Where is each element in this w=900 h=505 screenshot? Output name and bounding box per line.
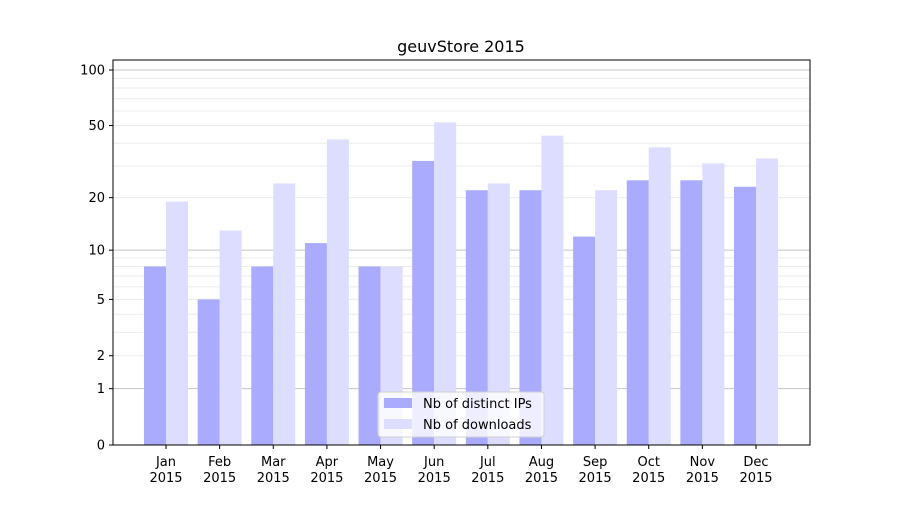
x-tick-label: May 2015 <box>364 455 397 486</box>
x-tick-label-line: 2015 <box>525 471 558 486</box>
y-tick-label: 50 <box>88 119 105 134</box>
bar-downloads <box>595 190 618 445</box>
bar-downloads <box>326 139 349 445</box>
x-tick-label: Apr 2015 <box>310 455 343 486</box>
x-tick-label: Feb 2015 <box>203 455 236 486</box>
y-tick-label: 1 <box>97 382 105 397</box>
x-tick-label-line: Apr <box>316 455 339 470</box>
x-tick-label-line: Mar <box>261 455 286 470</box>
bar-downloads <box>273 183 296 445</box>
x-tick-label: Aug 2015 <box>525 455 558 486</box>
bar-downloads <box>702 163 725 446</box>
bar-downloads <box>434 122 457 445</box>
x-tick-label: Jan 2015 <box>149 455 182 486</box>
bar-distinct-ips <box>680 180 703 445</box>
bar-distinct-ips <box>197 299 220 445</box>
legend-swatch <box>384 419 412 429</box>
bar-distinct-ips <box>465 190 488 445</box>
x-tick-label-line: 2015 <box>257 471 290 486</box>
legend-swatch <box>384 398 412 408</box>
bar-distinct-ips <box>734 186 756 445</box>
y-tick-label: 10 <box>88 244 105 259</box>
bar-downloads <box>219 230 242 445</box>
x-tick-label-line: Sep <box>583 455 608 470</box>
y-tick-label: 100 <box>80 64 105 79</box>
bar-distinct-ips <box>144 266 166 445</box>
bar-downloads <box>487 183 510 445</box>
x-tick-label-line: 2015 <box>632 471 665 486</box>
legend: Nb of distinct IPs Nb of downloads <box>377 391 545 438</box>
x-tick-label-line: Dec <box>743 455 768 470</box>
x-tick-label: Sep 2015 <box>579 455 612 486</box>
x-tick-label-line: Aug <box>529 455 554 470</box>
bar-distinct-ips <box>519 190 542 445</box>
bar-downloads <box>648 147 671 445</box>
x-tick-label: Nov 2015 <box>686 455 719 486</box>
x-tick-label-line: Nov <box>690 455 716 470</box>
bar-distinct-ips <box>358 266 381 445</box>
x-tick-label: Dec 2015 <box>739 455 772 486</box>
bar-distinct-ips <box>626 180 649 445</box>
y-axis: 0 1 2 5 10 20 50 100 <box>80 64 113 454</box>
x-tick-label: Mar 2015 <box>257 455 290 486</box>
x-tick-label-line: 2015 <box>579 471 612 486</box>
x-tick-label-line: Jan <box>155 455 176 470</box>
x-tick-label-line: Jul <box>479 455 496 470</box>
x-tick-label-line: Jun <box>423 455 444 470</box>
x-tick-label: Jul 2015 <box>471 455 504 486</box>
legend-label: Nb of downloads <box>423 418 532 433</box>
y-tick-label: 5 <box>97 293 105 308</box>
legend-label: Nb of distinct IPs <box>423 397 532 412</box>
x-tick-label: Jun 2015 <box>418 455 451 486</box>
x-tick-label-line: 2015 <box>203 471 236 486</box>
x-tick-label-line: 2015 <box>310 471 343 486</box>
bar-distinct-ips <box>573 236 596 445</box>
chart-title: geuvStore 2015 <box>397 37 525 56</box>
bar-downloads <box>756 158 778 445</box>
bar-distinct-ips <box>412 160 435 446</box>
x-tick-label-line: 2015 <box>739 471 772 486</box>
x-tick-label-line: May <box>367 455 394 470</box>
legend-box <box>377 391 545 438</box>
bar-downloads <box>541 135 564 445</box>
x-tick-label-line: 2015 <box>149 471 182 486</box>
bar-distinct-ips <box>251 266 274 445</box>
y-tick-label: 20 <box>88 191 105 206</box>
plot-frame <box>112 59 811 446</box>
x-tick-label: Oct 2015 <box>632 455 665 486</box>
x-tick-label-line: Oct <box>637 455 659 470</box>
bar-distinct-ips <box>304 243 327 445</box>
y-tick-label: 0 <box>97 439 105 454</box>
y-tick-label: 2 <box>97 349 105 364</box>
x-tick-label-line: 2015 <box>364 471 397 486</box>
x-tick-label-line: 2015 <box>418 471 451 486</box>
x-tick-label-line: 2015 <box>686 471 719 486</box>
bar-downloads <box>166 201 188 445</box>
x-tick-label-line: 2015 <box>471 471 504 486</box>
x-tick-label-line: Feb <box>208 455 231 470</box>
